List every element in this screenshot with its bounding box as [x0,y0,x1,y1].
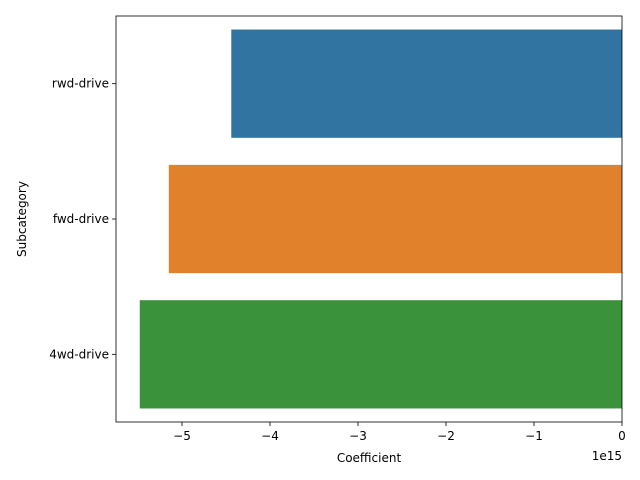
bars-group [139,29,623,409]
x-tick-label: 0 [618,429,626,443]
bar-fwd-drive [168,164,623,274]
bar-4wd-drive [139,300,622,409]
x-tick-label: −1 [525,429,543,443]
bar-rwd-drive [231,29,622,138]
x-tick-label: −3 [349,429,367,443]
y-axis-ticks: rwd-drive fwd-drive 4wd-drive [49,77,116,361]
x-tick-label: −5 [173,429,191,443]
x-tick-label: −4 [261,429,279,443]
y-axis-label: Subcategory [15,181,29,257]
y-tick-label: fwd-drive [53,212,109,226]
x-tick-label: −2 [437,429,455,443]
y-tick-label: 4wd-drive [49,347,109,361]
x-axis-ticks: −5 −4 −3 −2 −1 0 [173,422,626,443]
x-axis-offset-label: 1e15 [592,449,622,463]
y-tick-label: rwd-drive [52,77,109,91]
x-axis-label: Coefficient [337,451,402,465]
